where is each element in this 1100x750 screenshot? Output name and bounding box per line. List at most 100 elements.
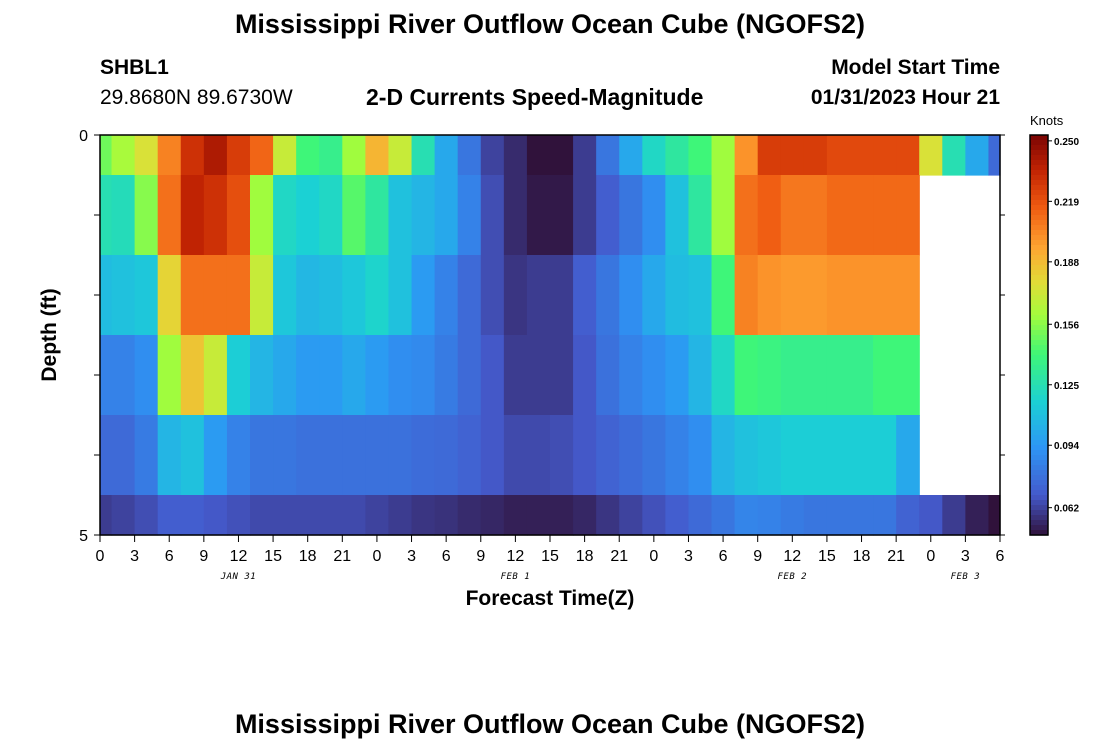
x-tick-label: 0	[96, 548, 105, 565]
heatmap-cell	[203, 255, 228, 336]
heatmap-cell	[642, 255, 666, 336]
heatmap-chart: 0 3 6 9 12 15 18 21 0 3 6 9 12 15 18 21 0 3 6 9 12 15 18 21 0 3 6 J…	[38, 113, 1079, 610]
heatmap-cell	[503, 135, 528, 176]
heatmap-cell	[988, 495, 1001, 536]
heatmap-cell	[342, 135, 366, 176]
colorbar-swatch	[1030, 430, 1048, 436]
heatmap-cell	[480, 495, 505, 536]
heatmap-cell	[434, 415, 459, 496]
colorbar-tick-label: 0.219	[1054, 197, 1079, 208]
x-tick-label: 15	[541, 548, 559, 565]
heatmap-cell	[157, 135, 182, 176]
heatmap-cell	[111, 335, 136, 416]
heatmap-cell	[342, 175, 366, 256]
heatmap-cell	[411, 255, 436, 336]
colorbar-swatch	[1030, 280, 1048, 286]
axes: 0 3 6 9 12 15 18 21 0 3 6 9 12 15 18 21 0 3 6 9 12 15 18 21 0 3 6 J…	[79, 128, 1005, 582]
heatmap-cell	[180, 175, 205, 256]
heatmap-cell	[180, 415, 205, 496]
heatmap-cell	[780, 415, 805, 496]
heatmap-cell	[250, 495, 274, 536]
heatmap-cell	[342, 335, 366, 416]
colorbar-swatch	[1030, 140, 1048, 146]
heatmap-cell	[850, 135, 874, 176]
colorbar-swatch	[1030, 440, 1048, 446]
colorbar-swatch	[1030, 465, 1048, 471]
heatmap-cell	[826, 175, 851, 256]
colorbar-title: Knots	[1030, 113, 1064, 128]
heatmap-cell	[226, 415, 251, 496]
heatmap-cell	[180, 495, 205, 536]
heatmap-cell	[273, 415, 297, 496]
heatmap-cell	[273, 255, 297, 336]
heatmap-cell	[619, 175, 643, 256]
colorbar-swatch	[1030, 505, 1048, 511]
heatmap-cell	[896, 415, 920, 496]
heatmap-cell	[411, 495, 436, 536]
heatmap-cell	[319, 335, 343, 416]
heatmap-cell	[596, 175, 620, 256]
x-tick-label: 15	[264, 548, 282, 565]
colorbar-swatch	[1030, 475, 1048, 481]
heatmap-cell	[873, 335, 897, 416]
colorbar-swatch	[1030, 365, 1048, 371]
colorbar-swatch	[1030, 520, 1048, 526]
heatmap-cell	[711, 255, 736, 336]
heatmap-cell	[919, 495, 943, 536]
heatmap-cell	[319, 415, 343, 496]
heatmap-cell	[203, 135, 228, 176]
heatmap-cell	[850, 175, 874, 256]
heatmap-cell	[250, 175, 274, 256]
colorbar-tick-label: 0.062	[1054, 504, 1079, 515]
heatmap-cell	[619, 415, 643, 496]
heatmap-cell	[688, 255, 713, 336]
colorbar-swatch	[1030, 455, 1048, 461]
heatmap-cell	[757, 415, 782, 496]
colorbar-swatch	[1030, 275, 1048, 281]
x-axis-label: Forecast Time(Z)	[466, 587, 635, 610]
colorbar-swatch	[1030, 180, 1048, 186]
heatmap-cell	[134, 495, 159, 536]
heatmap-cell	[734, 175, 759, 256]
heatmap-cell	[411, 335, 436, 416]
colorbar-swatch	[1030, 385, 1048, 391]
colorbar-swatch	[1030, 300, 1048, 306]
heatmap-cell	[434, 495, 459, 536]
heatmap-cell	[526, 495, 551, 536]
colorbar-swatch	[1030, 325, 1048, 331]
colorbar-swatch	[1030, 470, 1048, 476]
heatmap-cell	[826, 335, 851, 416]
heatmap-cell	[596, 335, 620, 416]
heatmap-cell	[757, 175, 782, 256]
colorbar-swatch	[1030, 265, 1048, 271]
heatmap-cell	[873, 415, 897, 496]
heatmap-cell	[273, 175, 297, 256]
colorbar-swatch	[1030, 255, 1048, 261]
x-tick-label: 6	[996, 548, 1005, 565]
heatmap-cell	[826, 255, 851, 336]
heatmap-cell	[388, 255, 413, 336]
heatmap-cell	[550, 175, 574, 256]
heatmap-cell	[803, 255, 828, 336]
heatmap-cell	[803, 135, 828, 176]
colorbar-swatch	[1030, 510, 1048, 516]
heatmap-cell	[226, 135, 251, 176]
colorbar-swatch	[1030, 200, 1048, 206]
heatmap-cell	[642, 135, 666, 176]
heatmap-cell	[457, 255, 482, 336]
heatmap-cell	[619, 495, 643, 536]
colorbar-swatch	[1030, 185, 1048, 191]
colorbar-swatch	[1030, 315, 1048, 321]
heatmap-cell	[457, 415, 482, 496]
colorbar-swatch	[1030, 285, 1048, 291]
colorbar-swatch	[1030, 245, 1048, 251]
heatmap-cell	[226, 255, 251, 336]
colorbar-swatch	[1030, 160, 1048, 166]
heatmap-cell	[319, 255, 343, 336]
heatmap-cell	[711, 175, 736, 256]
heatmap-cell	[988, 135, 1001, 176]
heatmap-cell	[734, 135, 759, 176]
heatmap-cell	[388, 415, 413, 496]
colorbar-tick-label: 0.156	[1054, 320, 1079, 331]
heatmap-cell	[388, 335, 413, 416]
